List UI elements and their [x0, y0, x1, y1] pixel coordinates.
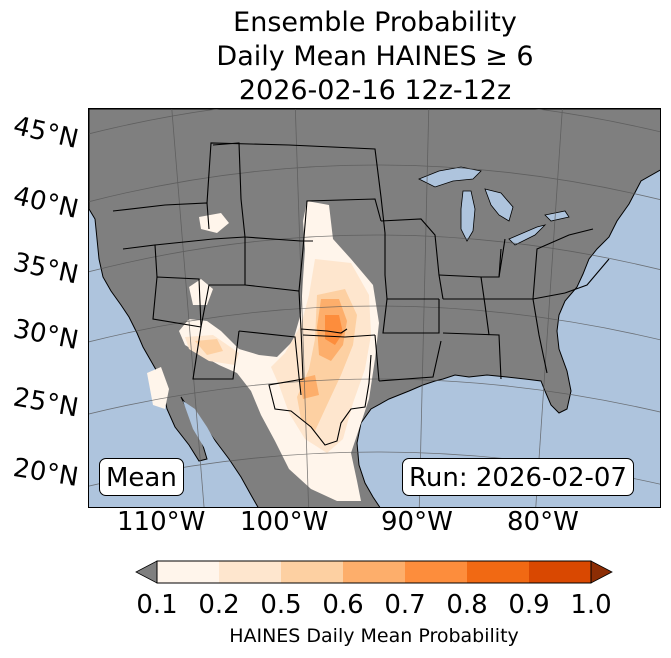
colorbar-segment [157, 561, 220, 583]
colorbar-over-arrow [590, 560, 613, 584]
lon-label-90: 90°W [381, 507, 453, 537]
lat-label-20: 20°N [11, 453, 81, 493]
lat-label-45: 45°N [10, 111, 82, 155]
lat-label-30: 30°N [10, 314, 81, 356]
colorbar-tick-label: 0.6 [322, 590, 364, 620]
map-canvas [89, 109, 660, 507]
lon-label-80: 80°W [507, 507, 579, 537]
lon-label-100: 100°W [240, 507, 329, 537]
lat-label-35: 35°N [10, 247, 81, 291]
title-line-1: Ensemble Probability [233, 7, 517, 38]
state-borders [112, 142, 610, 446]
stat-label-box: Mean [99, 458, 184, 496]
colorbar [135, 560, 613, 584]
map-panel [88, 108, 661, 508]
colorbar-segment [529, 561, 592, 583]
title-line-2: Daily Mean HAINES ≥ 6 [216, 41, 534, 72]
lat-label-40: 40°N [10, 181, 82, 225]
colorbar-tick-label: 0.9 [508, 590, 550, 620]
colorbar-tick-label: 1.0 [570, 590, 612, 620]
lon-label-110: 110°W [117, 507, 206, 537]
colorbar-segment [467, 561, 530, 583]
lake-michigan [460, 190, 476, 242]
colorbar-tick-label: 0.1 [136, 590, 178, 620]
title-line-3: 2026-02-16 12z-12z [238, 75, 512, 106]
lat-label-25: 25°N [10, 382, 81, 424]
colorbar-tick-label: 0.8 [446, 590, 488, 620]
gulf-of-california [183, 401, 225, 465]
lake-erie [508, 224, 547, 246]
run-label-box: Run: 2026-02-07 [402, 458, 634, 496]
colorbar-segment [219, 561, 282, 583]
colorbar-segment [343, 561, 406, 583]
colorbar-tick-label: 0.7 [384, 590, 426, 620]
colorbar-segment [405, 561, 468, 583]
lake-superior [418, 166, 482, 188]
colorbar-under-arrow [135, 560, 158, 584]
lake-huron [484, 188, 514, 222]
colorbar-segment [281, 561, 344, 583]
colorbar-tick-label: 0.2 [198, 590, 240, 620]
lake-ontario [544, 210, 570, 222]
colorbar-tick-label: 0.5 [260, 590, 302, 620]
colorbar-label: HAINES Daily Mean Probability [229, 625, 519, 647]
